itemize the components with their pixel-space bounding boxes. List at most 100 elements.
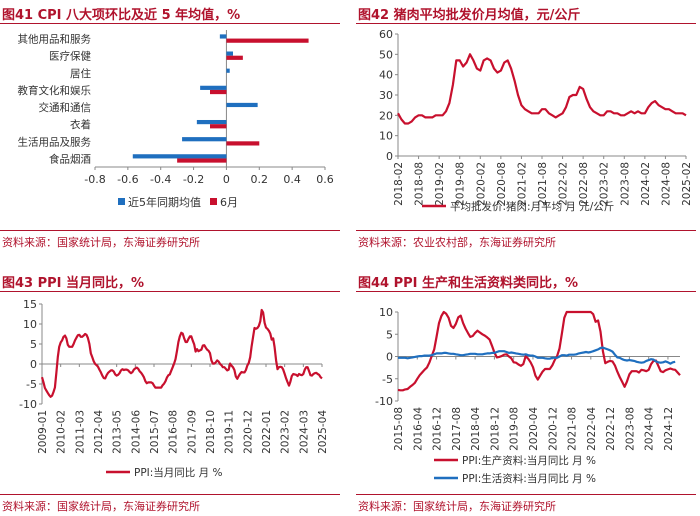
y-tick-label: 5 bbox=[30, 338, 37, 351]
bar-avg bbox=[182, 137, 227, 142]
x-tick-label: 2017-09 bbox=[186, 410, 198, 454]
x-tick-label: -0.2 bbox=[183, 173, 204, 186]
x-tick-label: 0 bbox=[223, 173, 230, 186]
x-tick-label: 2022-08 bbox=[578, 162, 590, 206]
bar-june bbox=[210, 124, 227, 129]
x-tick-label: 2012-04 bbox=[93, 410, 105, 454]
series-line-1 bbox=[398, 346, 676, 365]
panel-fig42: 图42 猪肉平均批发价月均值，元/公斤 0 10 20 30 40 50 60 2018-02… bbox=[356, 0, 700, 258]
chart-title: 图41 CPI 八大项环比及近 5 年均值，% bbox=[2, 8, 241, 23]
x-tick-label: 2018-12 bbox=[489, 407, 501, 451]
y-tick-label: -5 bbox=[26, 378, 37, 391]
y-tick-label: -10 bbox=[375, 395, 393, 408]
source-note: 资料来源：农业农村部，东海证券研究所 bbox=[358, 236, 556, 249]
series-line-0 bbox=[397, 310, 681, 392]
x-tick-label: 2023-02 bbox=[599, 162, 611, 206]
series-line-0 bbox=[397, 53, 687, 125]
x-tick-label: 0.6 bbox=[316, 173, 334, 186]
legend-label: 近5年同期均值 bbox=[128, 195, 201, 209]
category-label: 其他用品和服务 bbox=[18, 33, 92, 46]
x-tick-label: 2024-08 bbox=[660, 162, 672, 206]
bar-avg bbox=[196, 119, 227, 125]
x-tick-label: -0.4 bbox=[150, 173, 171, 186]
panel-fig44: 图44 PPI 生产和生活资料类同比，% -10 -5 0 5 10 2015-08 201… bbox=[356, 268, 700, 516]
x-tick-label: 2022-12 bbox=[605, 407, 617, 451]
chart-fig42: 0 10 20 30 40 50 60 2018-02 2018-08 2019-02 2019-0… bbox=[379, 28, 693, 213]
x-tick-label: 2016-08 bbox=[168, 410, 180, 454]
chart-title: 图43 PPI 当月同比，% bbox=[2, 276, 145, 291]
x-tick-label: 2009-01 bbox=[37, 410, 49, 454]
x-tick-label: 2018-10 bbox=[205, 410, 217, 454]
y-tick-label: 0 bbox=[386, 351, 393, 364]
y-tick-label: 15 bbox=[23, 298, 37, 311]
x-tick-label: -0.8 bbox=[84, 173, 105, 186]
x-tick-label: 2020-12 bbox=[547, 407, 559, 451]
x-tick-label: 2020-02 bbox=[475, 162, 487, 206]
x-tick-label: 2018-02 bbox=[393, 162, 405, 206]
x-tick-label: 2015-07 bbox=[149, 410, 161, 454]
legend-swatch-june bbox=[210, 198, 217, 205]
x-tick-label: 2022-02 bbox=[558, 162, 570, 206]
x-tick-label: 2024-12 bbox=[663, 407, 675, 451]
source-rule bbox=[0, 230, 340, 231]
x-tick-label: 2023-08 bbox=[619, 162, 631, 206]
bar-june bbox=[226, 141, 260, 146]
x-tick-label: -0.6 bbox=[117, 173, 138, 186]
y-tick-label: 10 bbox=[23, 318, 37, 331]
title-rule bbox=[356, 23, 696, 24]
legend-label: PPI:生活资料:当月同比 月 % bbox=[462, 472, 596, 485]
category-label: 交通和通信 bbox=[39, 101, 92, 114]
y-tick-label: 60 bbox=[379, 28, 393, 41]
legend-swatch-avg bbox=[118, 198, 125, 205]
bar-avg bbox=[219, 34, 227, 39]
title-rule bbox=[356, 291, 696, 292]
category-label: 医疗保健 bbox=[49, 50, 91, 63]
y-tick-label: -5 bbox=[382, 373, 393, 386]
source-note: 资料来源：国家统计局，东海证券研究所 bbox=[358, 500, 556, 513]
bar-avg bbox=[226, 102, 258, 108]
x-tick-label: 0.2 bbox=[251, 173, 269, 186]
x-tick-label: 2020-04 bbox=[528, 407, 540, 451]
y-tick-label: -10 bbox=[19, 398, 37, 411]
chart-title: 图42 猪肉平均批发价月均值，元/公斤 bbox=[358, 8, 581, 23]
series-line-0 bbox=[40, 308, 323, 398]
category-label: 衣着 bbox=[70, 118, 91, 131]
category-label: 生活用品及服务 bbox=[18, 135, 92, 148]
x-tick-label: 2019-08 bbox=[455, 162, 467, 206]
x-tick-label: 2018-08 bbox=[414, 162, 426, 206]
x-tick-label: 2016-04 bbox=[412, 407, 424, 451]
x-tick-label: 2022-04 bbox=[586, 407, 598, 451]
source-rule bbox=[356, 230, 696, 231]
title-rule bbox=[0, 23, 340, 24]
y-tick-label: 50 bbox=[379, 48, 393, 61]
panel-fig43: 图43 PPI 当月同比，% -10 -5 0 5 10 15 2009-01 2010-02… bbox=[0, 268, 343, 516]
x-tick-label: 2024-03 bbox=[298, 410, 310, 454]
x-tick-label: 2020-12 bbox=[242, 410, 254, 454]
x-tick-label: 2013-05 bbox=[112, 410, 124, 454]
source-rule bbox=[356, 494, 696, 495]
x-tick-label: 2021-08 bbox=[567, 407, 579, 451]
y-tick-label: 10 bbox=[379, 130, 393, 143]
bar-june bbox=[210, 89, 227, 95]
bar-june bbox=[226, 55, 243, 60]
bar-avg bbox=[226, 51, 233, 56]
y-tick-label: 20 bbox=[379, 109, 393, 122]
source-note: 资料来源：国家统计局，东海证券研究所 bbox=[2, 500, 200, 513]
x-tick-label: 2017-08 bbox=[451, 407, 463, 451]
bar-avg bbox=[132, 154, 227, 159]
chart-fig44: -10 -5 0 5 10 2015-08 2016-04 2016-12 2017-08 201… bbox=[375, 306, 681, 485]
category-label: 居住 bbox=[70, 67, 91, 80]
chart-title: 图44 PPI 生产和生活资料类同比，% bbox=[358, 276, 579, 291]
bar-avg bbox=[200, 85, 227, 90]
source-rule bbox=[0, 494, 340, 495]
x-tick-label: 2015-08 bbox=[393, 407, 405, 451]
x-tick-label: 2025-04 bbox=[317, 410, 329, 454]
legend-label: PPI:生产资料:当月同比 月 % bbox=[462, 454, 596, 467]
x-tick-label: 2016-12 bbox=[432, 407, 444, 451]
y-tick-label: 5 bbox=[386, 328, 393, 341]
panel-fig41: 图41 CPI 八大项环比及近 5 年均值，% 其他用品和服务医疗保健居住教育文… bbox=[0, 0, 343, 258]
x-tick-label: 2019-11 bbox=[224, 410, 236, 454]
x-tick-label: 2021-08 bbox=[537, 162, 549, 206]
category-label: 教育文化和娱乐 bbox=[18, 84, 92, 97]
